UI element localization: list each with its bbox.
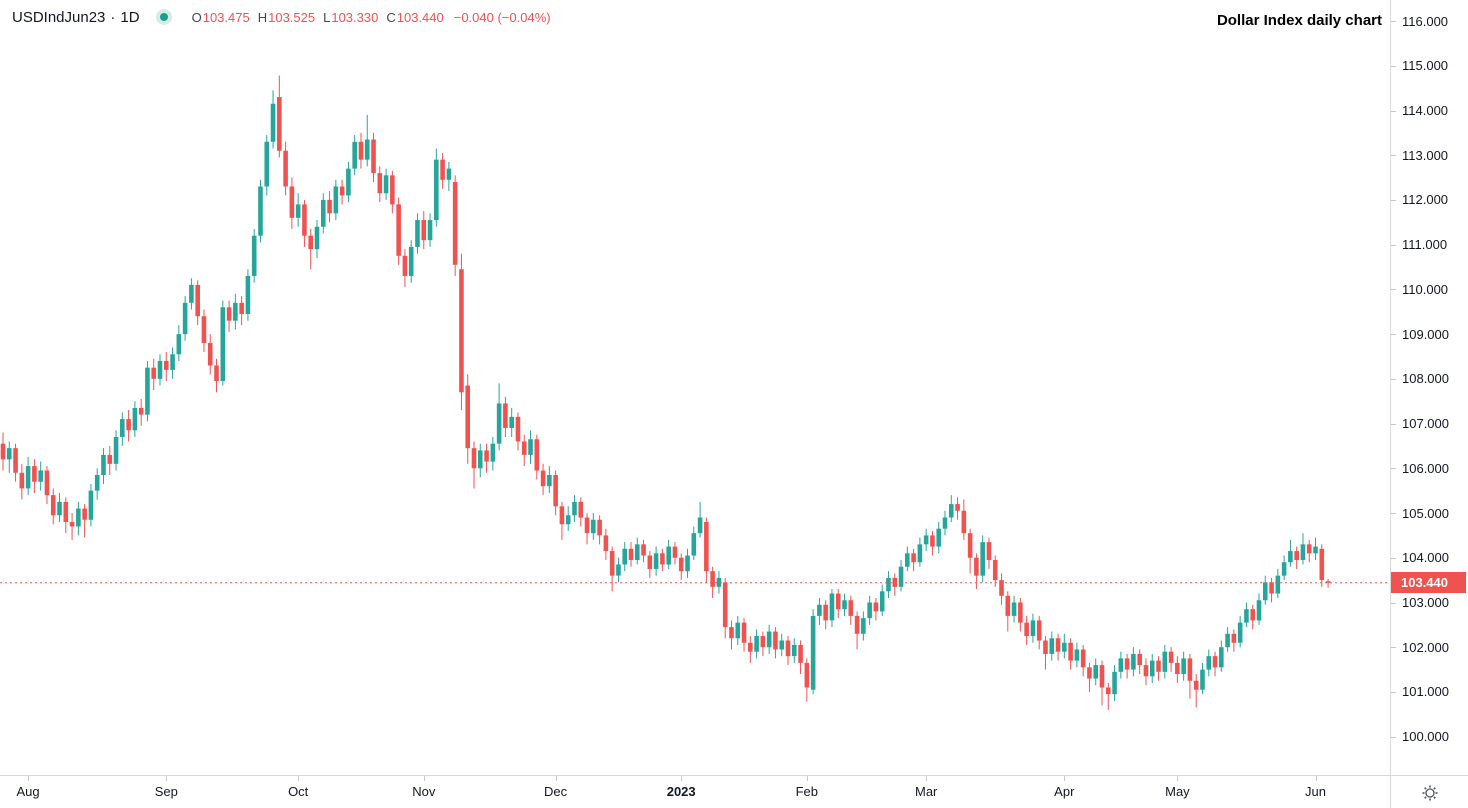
price-tick-label: 115.000 [1402,58,1449,74]
price-tick-label: 112.000 [1402,192,1449,208]
last-price-badge: 103.440 [1391,572,1466,594]
symbol-title[interactable]: USDIndJun23 [12,8,106,26]
price-tick-mark [1391,199,1396,201]
time-tick-mark [806,776,808,781]
gear-icon [1422,785,1438,800]
open-label: O [191,9,202,25]
price-tick-mark [1391,289,1396,291]
price-tick-mark [1391,244,1396,246]
price-tick-label: 107.000 [1402,416,1449,432]
price-tick-label: 110.000 [1402,281,1449,297]
time-tick-label: May [1165,784,1190,799]
time-tick-mark [1315,776,1317,781]
axis-settings-button[interactable] [1419,782,1441,804]
price-tick-mark [1391,423,1396,425]
time-tick-label: 2023 [666,784,696,799]
time-tick-mark [298,776,300,781]
price-tick-mark [1391,155,1396,157]
chart-title-note: Dollar Index daily chart [1216,12,1382,29]
time-tick-mark [1177,776,1179,781]
price-tick-label: 104.000 [1402,550,1449,566]
low-value: 103.330 [331,9,379,25]
price-tick-label: 105.000 [1402,505,1449,521]
open-value: 103.475 [202,9,250,25]
time-tick-mark [423,776,425,781]
high-value: 103.525 [268,9,316,25]
price-tick-label: 113.000 [1402,147,1449,163]
price-tick-label: 116.000 [1402,13,1449,29]
interval-label[interactable]: 1D [120,8,140,26]
price-tick-mark [1391,378,1396,380]
price-tick-mark [1391,468,1396,470]
price-tick-mark [1391,557,1396,559]
price-tick-label: 106.000 [1402,460,1449,476]
price-tick-mark [1391,65,1396,67]
close-value: 103.440 [396,9,444,25]
time-tick-mark [681,776,683,781]
price-tick-mark [1391,647,1396,649]
price-tick-label: 109.000 [1402,326,1449,342]
market-status-dot[interactable] [155,9,172,25]
time-axis[interactable]: Aug Sep Oct Nov Dec 2023 Feb Mar Apr May Jun [0,775,1390,808]
price-tick-mark [1391,110,1396,112]
price-tick-mark [1391,602,1396,604]
time-tick-mark [926,776,928,781]
time-tick-label: Mar [914,784,938,799]
time-tick-mark [1064,776,1066,781]
time-tick-mark [28,776,30,781]
time-tick-label: Apr [1054,784,1075,799]
price-tick-mark [1391,691,1396,693]
ohlc-readout: O 103.475 H 103.525 L 103.330 C 103.440 … [192,10,551,25]
price-tick-label: 111.000 [1402,237,1448,253]
price-tick-mark [1391,736,1396,738]
change-value: −0.040 (−0.04%) [453,9,551,25]
price-tick-label: 102.000 [1402,639,1449,655]
price-tick-label: 101.000 [1402,684,1449,700]
time-tick-label: Jun [1305,784,1326,799]
time-tick-label: Dec [544,784,568,799]
axis-settings-corner [1390,775,1468,808]
price-tick-label: 100.000 [1402,729,1449,745]
close-label: C [386,9,396,25]
market-status-dot-core [159,13,168,21]
chart-canvas[interactable] [0,0,1390,775]
candlestick-plot [0,75,1390,710]
high-label: H [257,9,268,25]
time-tick-label: Nov [412,784,436,799]
price-tick-mark [1391,334,1396,336]
time-tick-mark [555,776,557,781]
price-axis[interactable]: 103.440 116.000 115.000 114.000 113.000 112.… [1390,0,1468,775]
time-tick-label: Feb [795,784,818,799]
low-label: L [323,9,331,25]
legend-separator: · [110,8,116,26]
price-tick-label: 114.000 [1402,103,1449,118]
price-tick-label: 103.000 [1402,595,1449,610]
time-tick-label: Aug [16,784,40,799]
price-tick-mark [1391,513,1396,514]
time-tick-label: Oct [288,784,309,799]
time-tick-label: Sep [154,784,178,799]
price-tick-mark [1391,21,1396,22]
legend: USDIndJun23 · 1D O 103.475 H 103.525 L 1… [12,7,551,27]
price-tick-label: 108.000 [1402,371,1449,387]
time-tick-mark [166,776,168,781]
